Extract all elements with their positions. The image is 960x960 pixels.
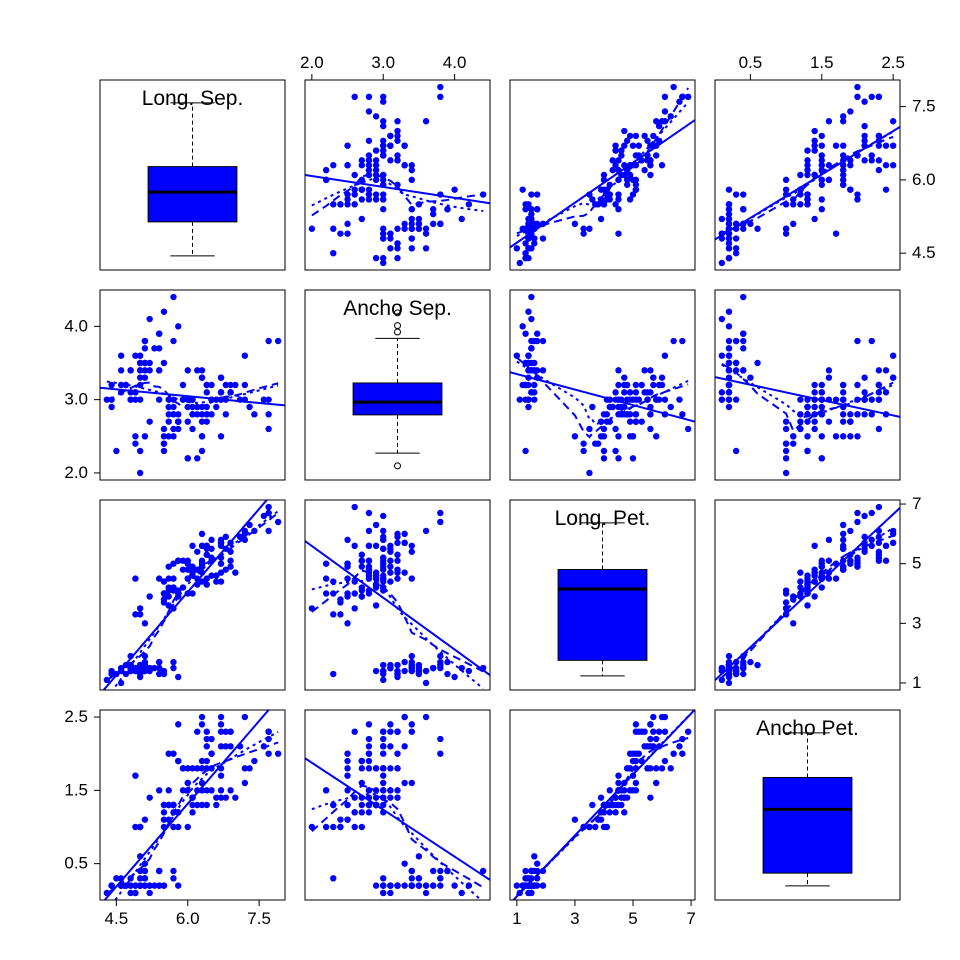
xtick-bot-2-0: 1: [512, 909, 521, 928]
xtick-bot-0-1: 6.0: [176, 909, 200, 928]
xtick-bot-0-0: 4.5: [105, 909, 129, 928]
xtick-top-3-1: 1.5: [810, 53, 834, 72]
diag-label-1: Ancho Sep.: [343, 297, 452, 320]
ytick-right-2-3: 7: [912, 494, 921, 513]
panel-0-2: [510, 80, 695, 270]
panel-2-2: Long. Pet.: [510, 500, 695, 690]
panel-3-3: Ancho Pet.: [715, 710, 900, 900]
ytick-right-2-1: 3: [912, 613, 921, 632]
panel-1-2: [510, 290, 695, 480]
xtick-top-1-1: 3.0: [371, 53, 395, 72]
panel-0-1: [305, 80, 490, 270]
ytick-left-3-0: 0.5: [64, 854, 88, 873]
xtick-bot-2-2: 5: [628, 909, 637, 928]
panel-0-3: [715, 80, 900, 270]
panel-2-0: [100, 479, 285, 698]
ytick-left-1-0: 2.0: [64, 463, 88, 482]
ytick-right-2-2: 5: [912, 554, 921, 573]
xtick-bot-2-1: 3: [570, 909, 579, 928]
panel-2-1: [305, 500, 490, 690]
ytick-right-0-2: 7.5: [912, 97, 936, 116]
ytick-left-3-1: 1.5: [64, 780, 88, 799]
panel-1-1: Ancho Sep.: [305, 290, 490, 480]
ytick-right-0-1: 6.0: [912, 170, 936, 189]
panel-1-0: [100, 290, 285, 480]
panel-1-3: [715, 290, 900, 480]
panel-3-1: [305, 710, 490, 902]
panel-0-0: Long. Sep.: [100, 80, 285, 270]
ytick-left-3-2: 2.5: [64, 707, 88, 726]
xtick-top-3-2: 2.5: [881, 53, 905, 72]
ytick-right-2-0: 1: [912, 673, 921, 692]
xtick-bot-2-3: 7: [686, 909, 695, 928]
xtick-bot-0-2: 7.5: [247, 909, 271, 928]
xtick-top-1-2: 4.0: [443, 53, 467, 72]
panel-2-3: [715, 500, 900, 690]
panel-3-2: [510, 709, 695, 903]
xtick-top-3-0: 0.5: [739, 53, 763, 72]
diag-label-3: Ancho Pet.: [756, 717, 859, 740]
ytick-right-0-0: 4.5: [912, 243, 936, 262]
scatterplot-matrix: Long. Sep. Ancho Sep. Long. Pet. Ancho Pet.…: [0, 0, 960, 960]
panel-3-0: [100, 691, 285, 911]
ytick-left-1-2: 4.0: [64, 316, 88, 335]
xtick-top-1-0: 2.0: [300, 53, 324, 72]
ytick-left-1-1: 3.0: [64, 390, 88, 409]
